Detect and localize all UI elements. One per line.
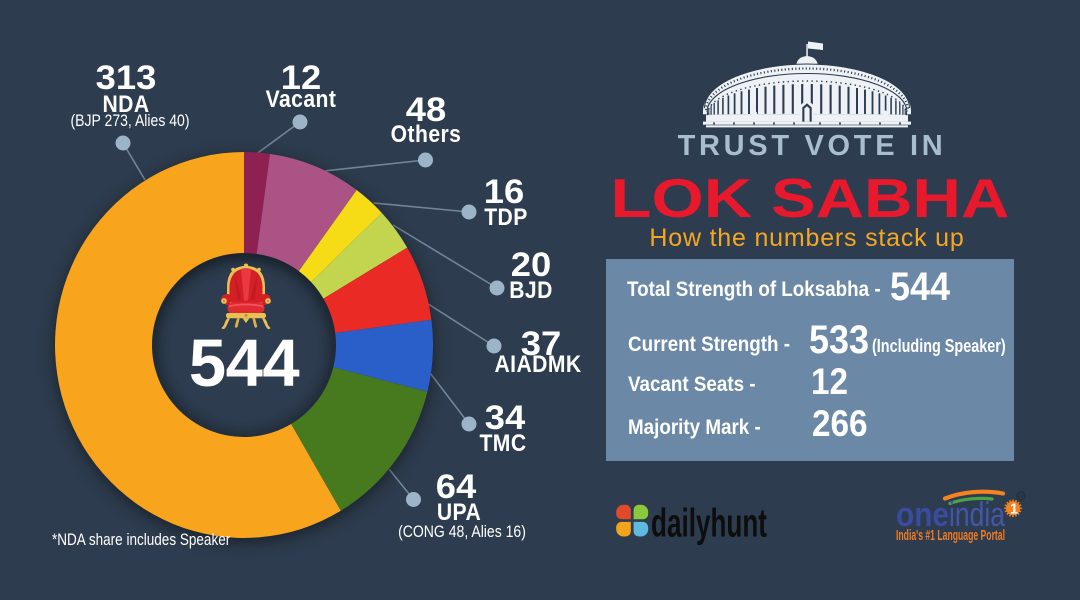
svg-text:R: R	[1019, 494, 1024, 501]
svg-text:1: 1	[1010, 501, 1018, 517]
svg-text:one: one	[896, 496, 949, 534]
svg-text:dailyhunt: dailyhunt	[651, 502, 767, 546]
svg-text:india: india	[949, 496, 1005, 534]
svg-text:India's #1 Language Portal: India's #1 Language Portal	[896, 528, 1005, 544]
